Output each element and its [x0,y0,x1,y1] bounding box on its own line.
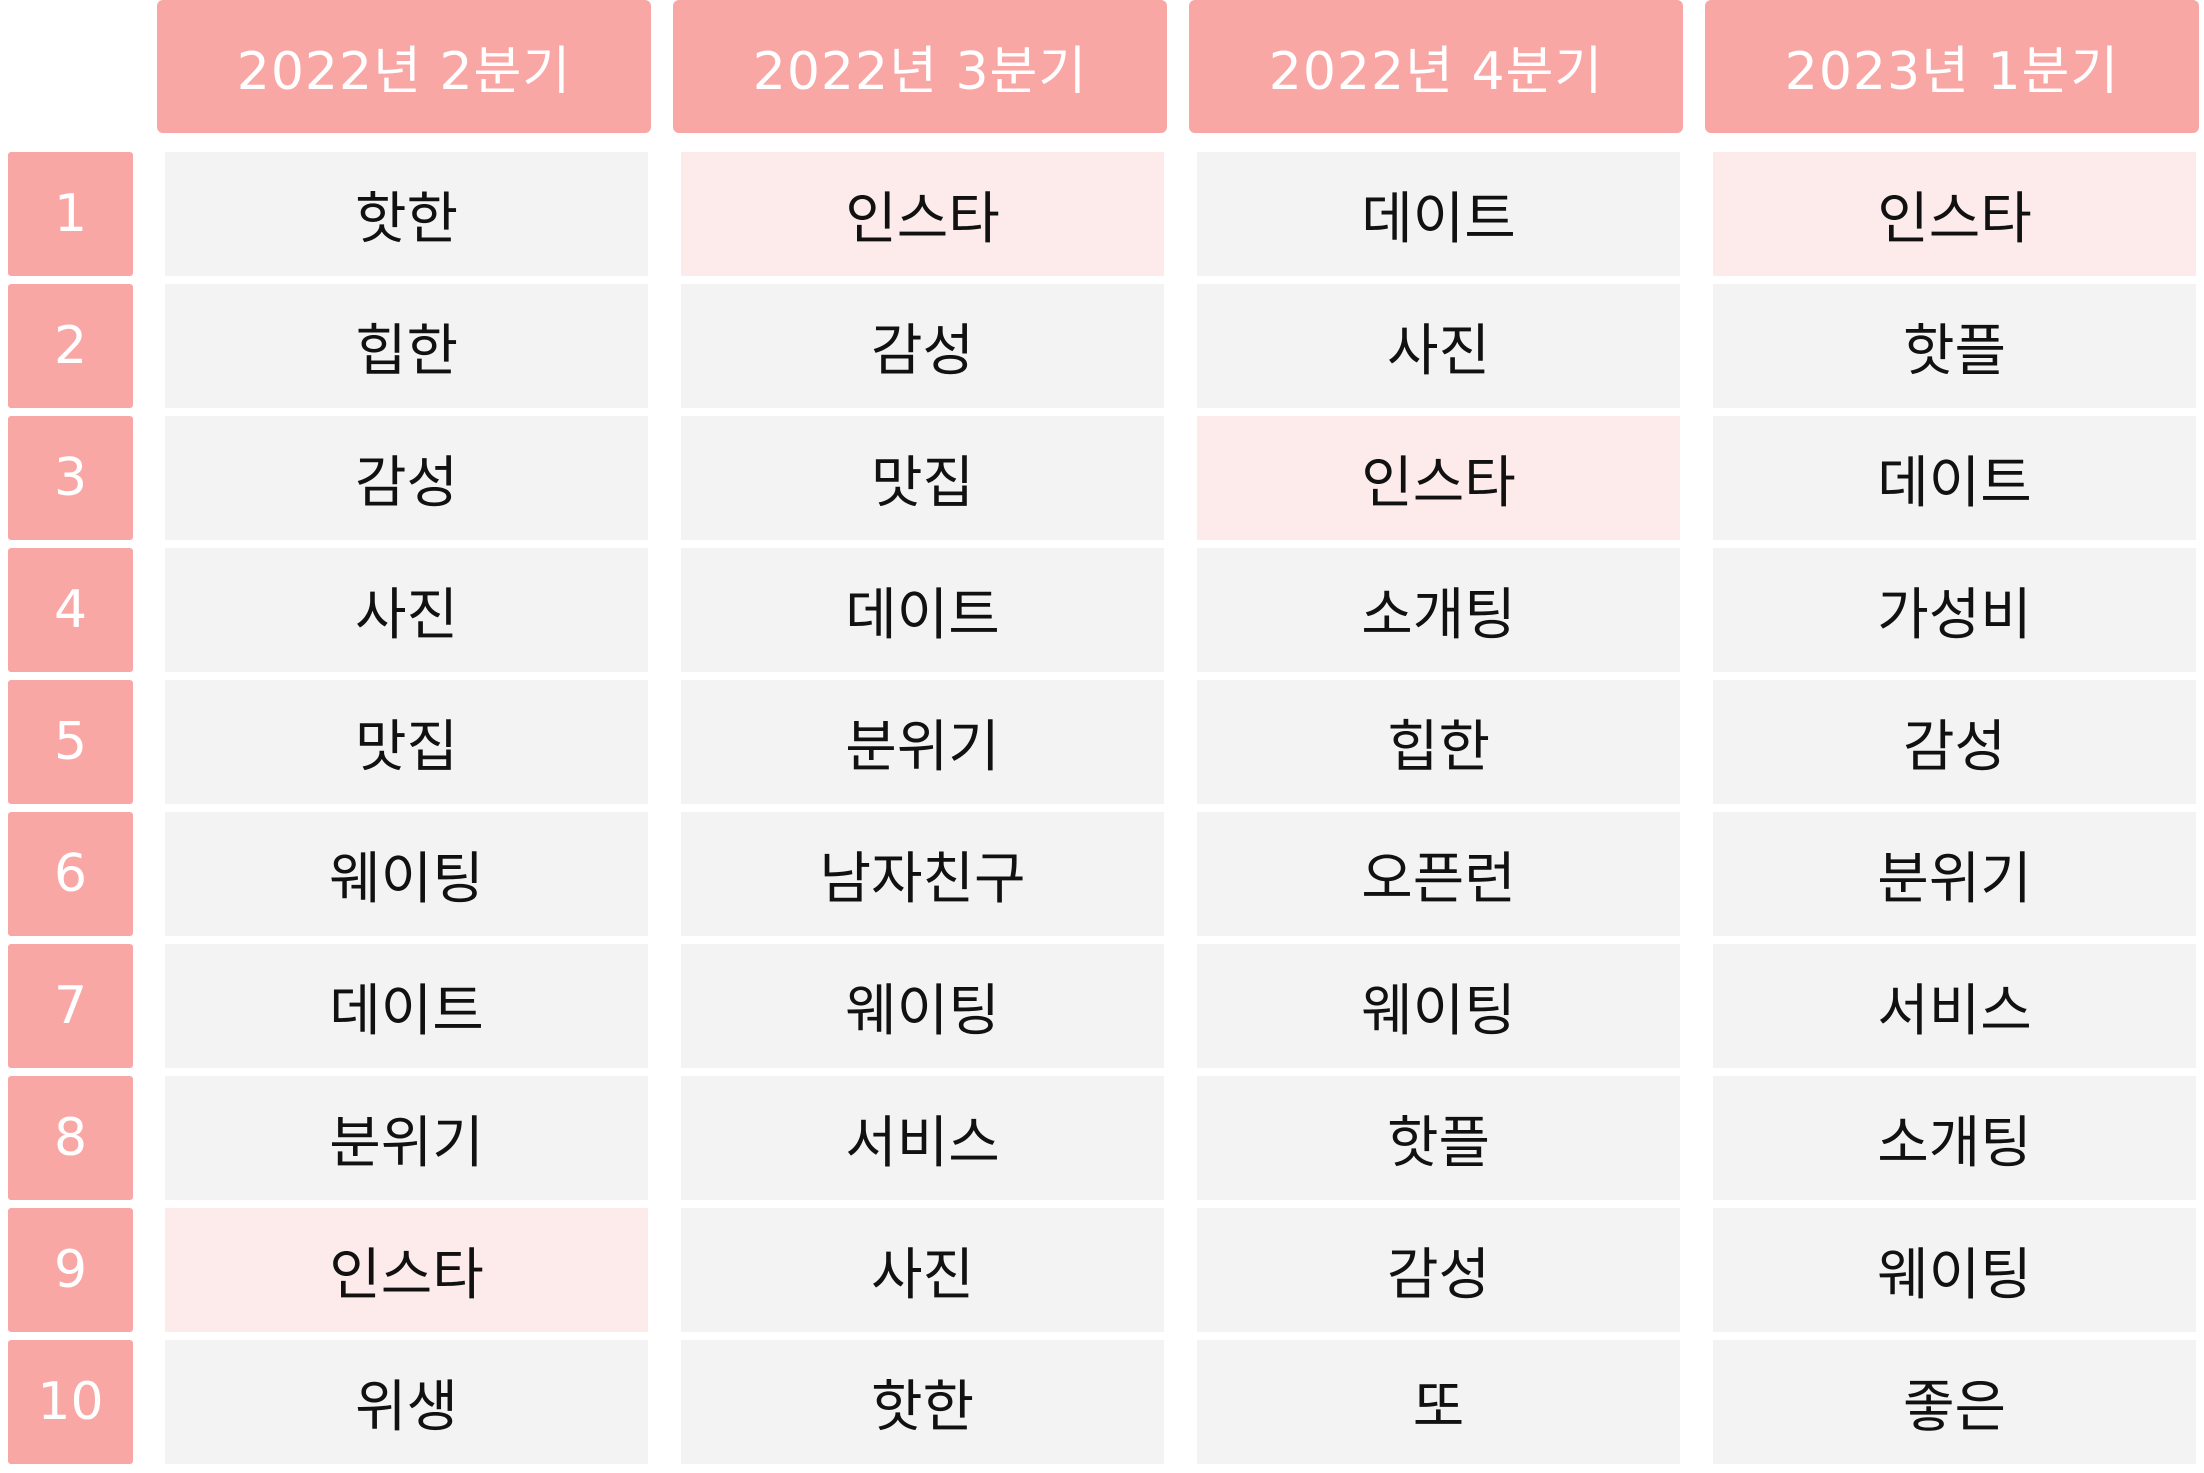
keyword-cell: 인스타 [165,1208,648,1332]
rank-label: 8 [8,1076,133,1200]
keyword-cell: 맛집 [681,416,1164,540]
rank-label: 7 [8,944,133,1068]
keyword-cell: 핫플 [1713,284,2196,408]
keyword-cell: 분위기 [165,1076,648,1200]
keyword-cell: 감성 [1197,1208,1680,1332]
rank-label: 6 [8,812,133,936]
keyword-cell: 사진 [1197,284,1680,408]
keyword-cell: 웨이팅 [165,812,648,936]
keyword-cell: 힙한 [1197,680,1680,804]
keyword-cell: 데이트 [681,548,1164,672]
column-header: 2022년 4분기 [1189,0,1683,133]
keyword-cell: 인스타 [1197,416,1680,540]
keyword-cell: 인스타 [1713,152,2196,276]
keyword-cell: 남자친구 [681,812,1164,936]
keyword-cell: 사진 [165,548,648,672]
rank-label: 1 [8,152,133,276]
keyword-cell: 감성 [681,284,1164,408]
keyword-cell: 분위기 [1713,812,2196,936]
rank-label: 2 [8,284,133,408]
keyword-cell: 인스타 [681,152,1164,276]
keyword-cell: 핫한 [165,152,648,276]
keyword-cell: 오픈런 [1197,812,1680,936]
column-header: 2023년 1분기 [1705,0,2199,133]
keyword-cell: 데이트 [1713,416,2196,540]
keyword-cell: 웨이팅 [1713,1208,2196,1332]
keyword-cell: 웨이팅 [681,944,1164,1068]
keyword-cell: 서비스 [681,1076,1164,1200]
keyword-cell: 위생 [165,1340,648,1464]
keyword-cell: 감성 [165,416,648,540]
keyword-cell: 데이트 [1197,152,1680,276]
keyword-cell: 감성 [1713,680,2196,804]
keyword-cell: 가성비 [1713,548,2196,672]
keyword-cell: 힙한 [165,284,648,408]
rank-label: 10 [8,1340,133,1464]
keyword-cell: 좋은 [1713,1340,2196,1464]
keyword-cell: 핫플 [1197,1076,1680,1200]
keyword-cell: 사진 [681,1208,1164,1332]
rank-label: 5 [8,680,133,804]
rank-label: 3 [8,416,133,540]
keyword-cell: 서비스 [1713,944,2196,1068]
rank-label: 9 [8,1208,133,1332]
keyword-cell: 소개팅 [1713,1076,2196,1200]
rank-label: 4 [8,548,133,672]
keyword-cell: 핫한 [681,1340,1164,1464]
keyword-cell: 분위기 [681,680,1164,804]
keyword-cell: 웨이팅 [1197,944,1680,1068]
keyword-cell: 맛집 [165,680,648,804]
keyword-cell: 또 [1197,1340,1680,1464]
keyword-cell: 데이트 [165,944,648,1068]
column-header: 2022년 3분기 [673,0,1167,133]
keyword-cell: 소개팅 [1197,548,1680,672]
column-header: 2022년 2분기 [157,0,651,133]
